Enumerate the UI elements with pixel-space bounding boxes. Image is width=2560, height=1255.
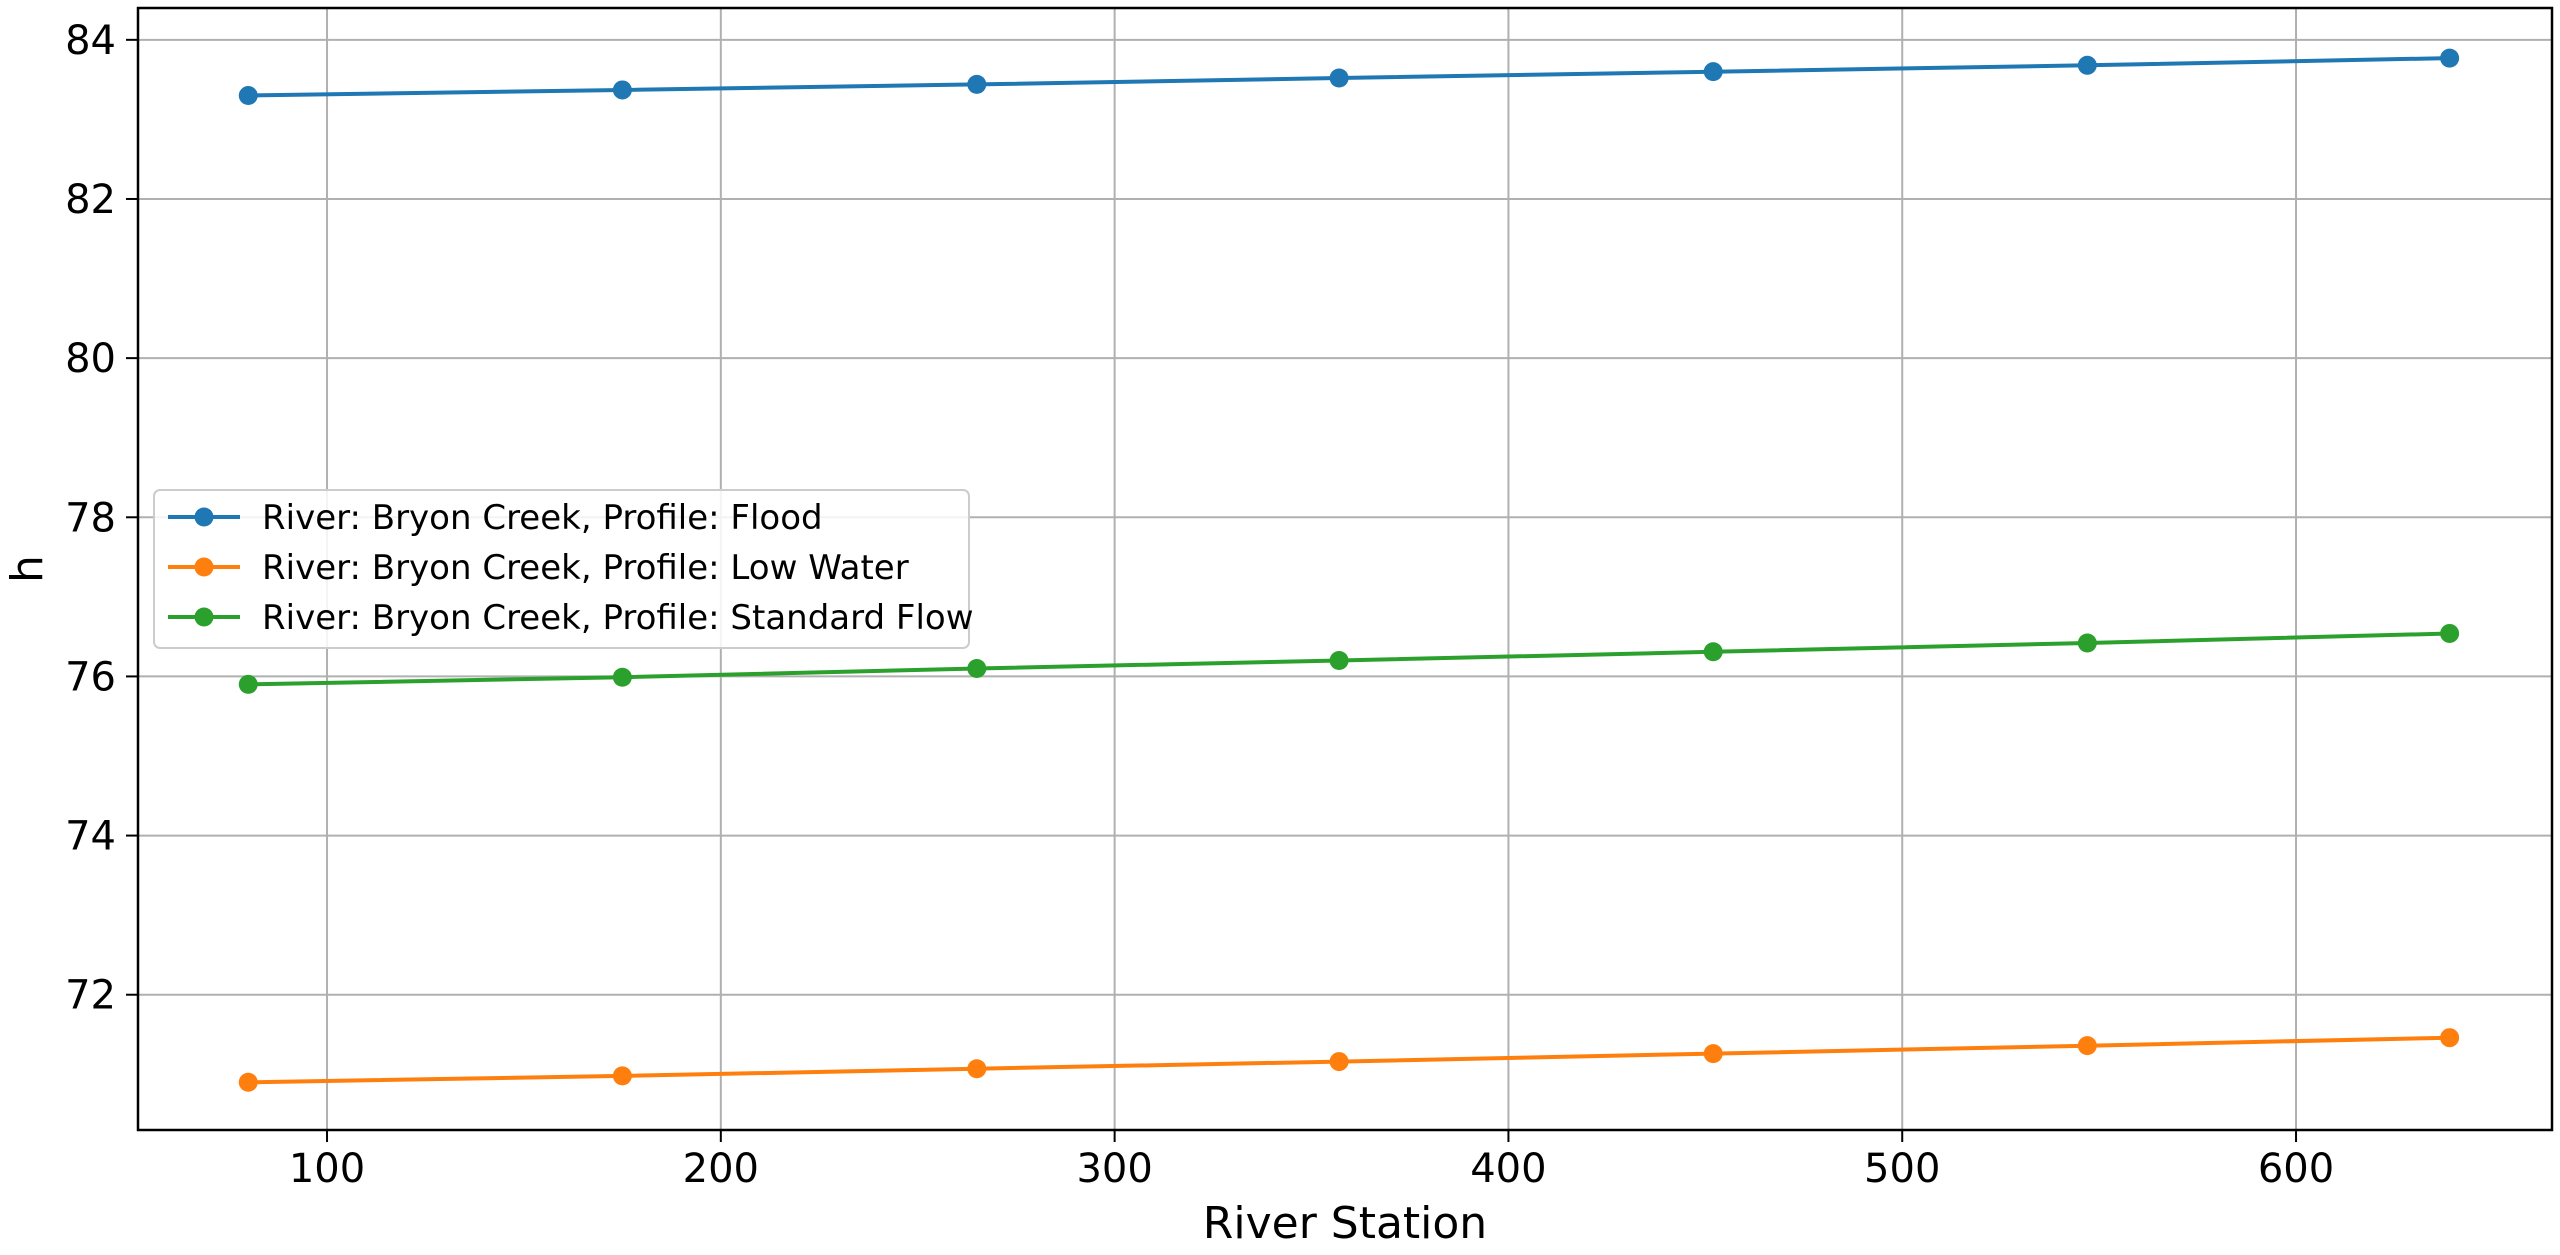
data-point (612, 80, 632, 100)
data-point (238, 86, 258, 106)
y-tick-label: 84 (65, 18, 116, 64)
data-point (1703, 1044, 1723, 1064)
x-tick-label: 500 (1864, 1146, 1940, 1192)
series-group (238, 48, 2460, 1092)
x-tick-label: 600 (2258, 1146, 2334, 1192)
x-tick-label: 400 (1470, 1146, 1546, 1192)
y-axis-label: h (2, 555, 53, 583)
data-point (612, 1066, 632, 1086)
legend-swatch-marker (194, 557, 214, 577)
data-point (1329, 651, 1349, 671)
data-point (2077, 1036, 2097, 1056)
data-point (1329, 68, 1349, 88)
data-point (612, 667, 632, 687)
plot-frame (136, 6, 2554, 1132)
data-point (238, 1072, 258, 1092)
series-line (248, 56, 2450, 98)
legend-swatch-marker (194, 507, 214, 527)
grid (138, 8, 2552, 1130)
x-tick-label: 200 (683, 1146, 759, 1192)
y-tick-label: 72 (65, 973, 116, 1019)
data-point (238, 674, 258, 694)
legend-box (153, 489, 970, 649)
y-tick-label: 80 (65, 336, 116, 382)
series-1 (238, 48, 2460, 106)
y-tick-label: 78 (65, 495, 116, 541)
y-tick-label: 74 (65, 814, 116, 860)
legend-label: River: Bryon Creek, Profile: Low Water (262, 548, 909, 588)
series-line (248, 1035, 2450, 1085)
y-tick-label: 76 (65, 654, 116, 700)
x-axis-ticks: 100 200 300 400 500 600 (289, 1130, 2334, 1192)
legend-label: River: Bryon Creek, Profile: Flood (262, 498, 823, 538)
legend: River: Bryon Creek, Profile: Flood River:… (153, 489, 974, 649)
data-point (1703, 642, 1723, 662)
data-point (1703, 62, 1723, 82)
data-point (2440, 1028, 2460, 1048)
series-2 (238, 1028, 2460, 1092)
data-point (967, 1059, 987, 1079)
x-axis-label: River Station (1203, 1198, 1487, 1249)
series-3 (238, 623, 2460, 694)
data-point (967, 658, 987, 678)
data-point (2440, 48, 2460, 68)
data-point (1329, 1052, 1349, 1072)
legend-swatch-marker (194, 607, 214, 627)
y-axis-ticks: 72 74 76 78 80 82 84 (65, 18, 138, 1019)
data-point (2440, 623, 2460, 643)
y-tick-label: 82 (65, 177, 116, 223)
data-point (2077, 633, 2097, 653)
x-tick-label: 300 (1076, 1146, 1152, 1192)
data-point (967, 74, 987, 94)
legend-label: River: Bryon Creek, Profile: Standard Fl… (262, 598, 974, 638)
data-point (2077, 55, 2097, 75)
x-tick-label: 100 (289, 1146, 365, 1192)
